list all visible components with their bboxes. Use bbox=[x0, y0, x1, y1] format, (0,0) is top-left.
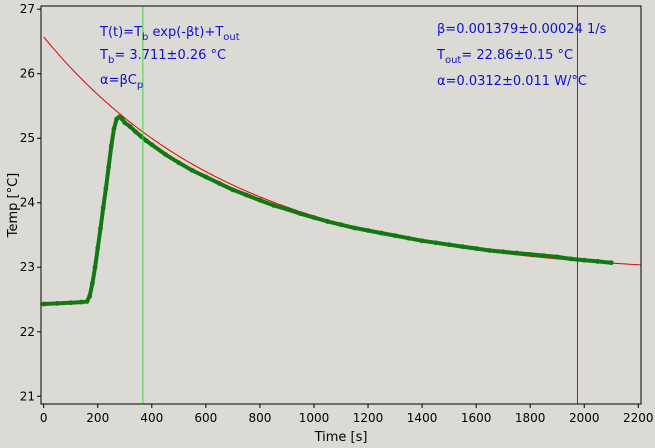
annotation-alpha: α=0.0312±0.011 W/°C bbox=[437, 74, 587, 89]
x-tick-label: 1600 bbox=[461, 411, 492, 425]
y-tick-label: 24 bbox=[20, 196, 35, 210]
fit-curve-layer bbox=[43, 36, 642, 266]
annotation-formula: T(t)=Tb exp(-βt)+Tout bbox=[99, 25, 240, 43]
x-tick-label: 1200 bbox=[353, 411, 384, 425]
y-tick-label: 26 bbox=[20, 67, 35, 81]
x-axis-title: Time [s] bbox=[314, 430, 368, 445]
y-tick-label: 23 bbox=[20, 260, 35, 274]
fit-curve bbox=[43, 36, 642, 266]
x-tick-label: 600 bbox=[194, 411, 217, 425]
y-tick-label: 21 bbox=[20, 389, 35, 403]
x-tick-label: 0 bbox=[40, 411, 48, 425]
y-tick-label: 25 bbox=[20, 131, 35, 145]
annotation-beta: β=0.001379±0.00024 1/s bbox=[437, 22, 607, 37]
annotation-tb: Tb= 3.711±0.26 °C bbox=[99, 48, 226, 66]
y-tick-label: 22 bbox=[20, 325, 35, 339]
x-tick-label: 2200 bbox=[623, 411, 654, 425]
plot-frame bbox=[40, 5, 642, 405]
data-series-line bbox=[43, 114, 612, 306]
x-tick-label: 200 bbox=[86, 411, 109, 425]
x-tick-label: 1000 bbox=[299, 411, 330, 425]
x-tick-label: 2000 bbox=[569, 411, 600, 425]
x-tick-label: 1400 bbox=[407, 411, 438, 425]
x-tick-label: 1800 bbox=[515, 411, 546, 425]
annotation-alpha-definition: α=βCp bbox=[100, 73, 143, 91]
vertical-markers-layer bbox=[142, 6, 578, 404]
annotation-tout: Tout= 22.86±0.15 °C bbox=[436, 48, 573, 66]
data-series-layer bbox=[41, 114, 614, 307]
ticks-layer: 0 200 400 600 800 1000 1200 1400 1600 1800 2000 220… bbox=[20, 2, 654, 425]
x-tick-label: 400 bbox=[140, 411, 163, 425]
y-axis-title: Temp [°C] bbox=[6, 173, 21, 239]
x-tick-label: 800 bbox=[248, 411, 271, 425]
y-tick-label: 27 bbox=[20, 2, 35, 16]
